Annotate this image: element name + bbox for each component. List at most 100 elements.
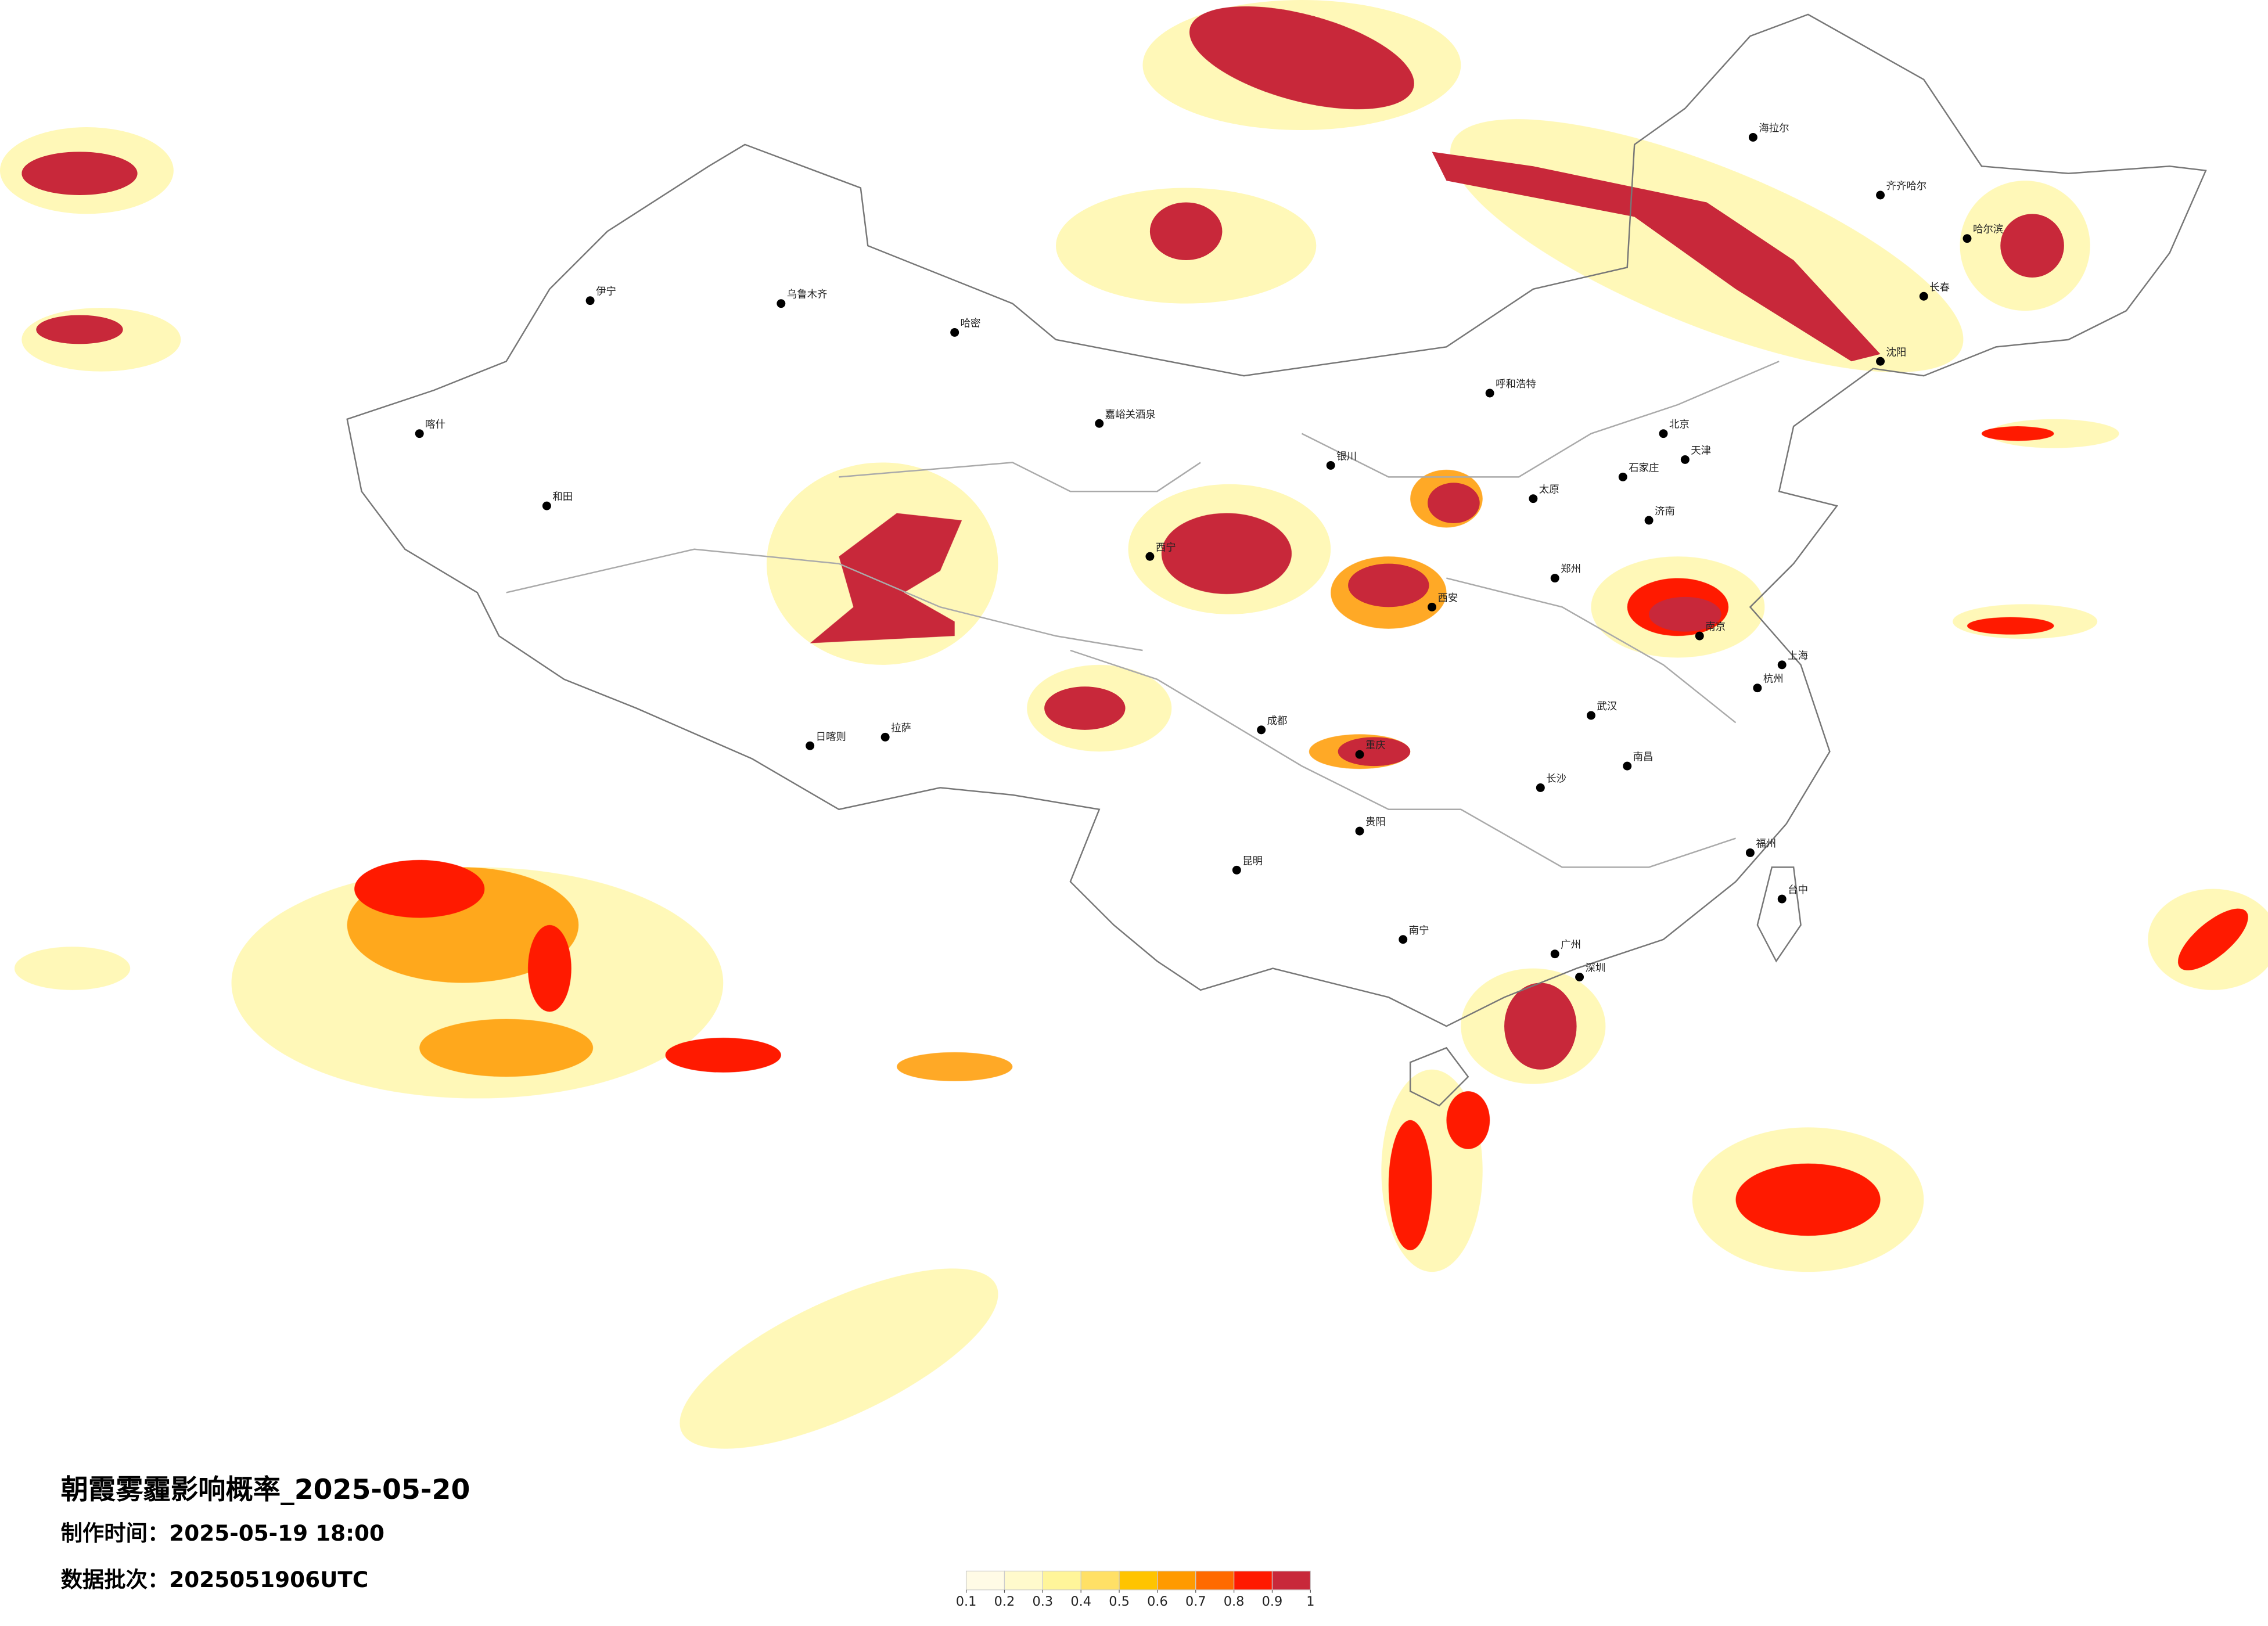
city-dot [1876,357,1885,366]
city-dot [1777,894,1787,904]
city-label: 天津 [1691,445,1711,457]
city-dot [880,732,890,742]
city-dot [1355,826,1364,836]
city-dot [1623,761,1632,771]
city-label: 南京 [1705,621,1726,633]
city-label: 银川 [1336,451,1357,462]
city-label: 上海 [1788,650,1808,662]
city-dot [806,741,815,750]
china-outline [346,13,2207,1107]
city-label: 海拉尔 [1759,123,1789,134]
city-label: 昆明 [1242,855,1263,867]
city-dot [1963,234,1972,243]
city-dot [1587,711,1595,720]
city-label: 太原 [1539,484,1559,496]
city-label: 贵阳 [1365,816,1386,828]
colorbar-tick-label: 1 [1306,1594,1314,1609]
city-dot [1753,684,1762,693]
colorbar-swatch [1119,1570,1158,1591]
city-label: 喀什 [425,419,445,431]
city-label: 长沙 [1546,773,1566,785]
colorbar-swatch [1042,1570,1081,1591]
city-label: 济南 [1655,506,1675,517]
city-dot [1536,783,1545,792]
city-label: 日喀则 [816,731,846,743]
city-dot [1919,292,1928,301]
city-label: 嘉峪关酒泉 [1105,409,1156,420]
city-label: 台中 [1788,884,1808,896]
city-label: 拉萨 [891,722,911,734]
city-label: 深圳 [1586,963,1606,974]
city-label: 西安 [1437,592,1458,604]
colorbar-swatch [1271,1570,1311,1591]
city-dot [1355,750,1364,759]
colorbar-swatch [1157,1570,1196,1591]
city-dot [1618,472,1627,481]
city-dot [1326,461,1335,470]
city-label: 杭州 [1763,674,1784,685]
colorbar-tick-label: 0.5 [1109,1594,1130,1609]
city-label: 长春 [1929,282,1950,293]
city-label: 伊宁 [596,286,616,298]
city-label: 成都 [1267,715,1288,727]
city-dot [1232,865,1241,875]
city-label: 重庆 [1365,740,1386,751]
colorbar-swatch [1080,1570,1120,1591]
city-label: 哈密 [961,318,981,329]
city-dot [1777,660,1787,670]
city-dot [1399,935,1408,944]
city-dot [1428,602,1437,611]
city-dot [542,501,551,510]
city-label: 广州 [1561,940,1581,951]
colorbar-tick-label: 0.4 [1070,1594,1091,1609]
city-dot [1745,848,1755,857]
colorbar-swatch [1195,1570,1235,1591]
city-label: 石家庄 [1629,462,1659,474]
colorbar-tick-label: 0.3 [1033,1594,1054,1609]
city-dot [1876,190,1885,200]
city-dot [777,299,786,308]
city-dot [1644,516,1654,525]
colorbar-tick-label: 0.6 [1147,1594,1168,1609]
city-dot [950,328,959,337]
data-batch: 数据批次：2025051906UTC [61,1567,369,1592]
city-dot [1485,388,1494,398]
city-label: 武汉 [1597,701,1617,713]
colorbar-tick-label: 0.9 [1262,1594,1283,1609]
city-dot [1529,494,1538,503]
colorbar-swatch [1004,1570,1043,1591]
city-label: 齐齐哈尔 [1886,181,1927,192]
city-label: 福州 [1756,838,1776,850]
city-dot [1257,725,1266,735]
city-dot [1145,552,1155,561]
city-dot [585,296,595,305]
colorbar-tick-label: 0.8 [1224,1594,1245,1609]
city-label: 哈尔滨 [1973,224,2003,236]
made-time: 制作时间：2025-05-19 18:00 [61,1520,384,1546]
colorbar: 0.1 0.2 0.3 0.4 0.5 0.6 0.7 0.8 0.9 1 [956,1570,1314,1609]
colorbar-tick-label: 0.2 [994,1594,1015,1609]
city-label: 南宁 [1409,925,1429,937]
city-label: 南昌 [1633,751,1654,763]
city-label: 北京 [1669,419,1690,431]
city-label: 呼和浩特 [1496,379,1536,390]
colorbar-tick-label: 0.7 [1185,1594,1206,1609]
city-label: 西宁 [1156,542,1176,553]
city-dot [1680,455,1690,464]
city-dot [415,429,424,438]
fog-layer [0,0,2268,1449]
colorbar-swatch [965,1570,1005,1591]
city-label: 郑州 [1561,564,1581,575]
colorbar-swatch [1233,1570,1273,1591]
city-dot [1095,419,1104,428]
colorbar-tick-label: 0.1 [956,1594,977,1609]
city-dot [1748,132,1757,142]
city-dot [1695,631,1704,641]
city-dot [1550,949,1559,959]
city-label: 和田 [552,491,573,503]
city-label: 乌鲁木齐 [787,289,828,301]
city-label: 沈阳 [1886,347,1907,358]
city-dot [1575,973,1584,981]
city-dot [1659,429,1668,438]
